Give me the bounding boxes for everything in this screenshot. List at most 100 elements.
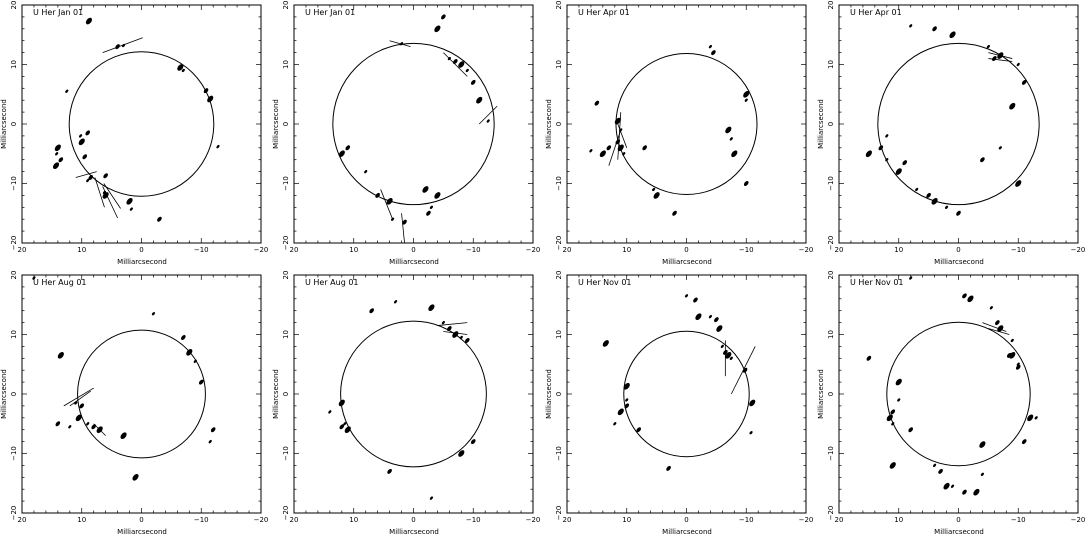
y-tick-label: 10 bbox=[827, 330, 835, 339]
y-tick-label: 10 bbox=[282, 330, 290, 339]
y-tick-label: 10 bbox=[10, 330, 18, 339]
plot-area: 20 20 10 10 0 0 −10 −10 −20 −20 bbox=[282, 1, 541, 254]
maser-spot bbox=[441, 14, 446, 20]
maser-spot bbox=[129, 207, 133, 211]
maser-spot bbox=[865, 150, 872, 158]
x-tick-label: 10 bbox=[349, 516, 358, 524]
maser-spot bbox=[998, 146, 1002, 150]
maser-spot bbox=[950, 484, 955, 488]
x-tick-label: 10 bbox=[77, 516, 86, 524]
maser-spot bbox=[338, 399, 345, 407]
x-axis-label: Milliarcsecond bbox=[389, 258, 439, 266]
y-tick-label: 0 bbox=[827, 122, 835, 126]
y-tick-label: 20 bbox=[10, 1, 18, 10]
maser-spot bbox=[962, 293, 967, 299]
x-tick-label: −20 bbox=[526, 516, 541, 524]
maser-spot bbox=[625, 398, 629, 402]
panel-title: U Her Jan 01 bbox=[305, 8, 356, 17]
maser-spot bbox=[52, 162, 60, 169]
polarization-vector bbox=[988, 58, 1013, 62]
maser-spot bbox=[476, 96, 483, 104]
x-tick-label: 0 bbox=[139, 516, 143, 524]
maser-spot bbox=[1021, 439, 1027, 445]
maser-spot bbox=[422, 186, 429, 193]
maser-spot bbox=[949, 31, 956, 39]
maser-spot bbox=[1021, 79, 1027, 85]
maser-spot bbox=[75, 414, 82, 422]
maser-spot bbox=[684, 294, 689, 298]
maser-spot bbox=[79, 403, 85, 409]
maser-spot bbox=[878, 145, 884, 151]
polarization-vector bbox=[69, 390, 91, 407]
y-axis-label: Milliarcsecond bbox=[0, 369, 8, 419]
x-tick-label: 20 bbox=[835, 246, 844, 254]
plot-frame bbox=[21, 274, 262, 514]
maser-spot bbox=[742, 367, 748, 373]
maser-spot bbox=[1016, 62, 1020, 67]
maser-spot bbox=[909, 24, 913, 28]
maser-spot bbox=[995, 320, 1000, 326]
polarization-vector bbox=[103, 183, 121, 209]
x-axis-label: Milliarcsecond bbox=[662, 258, 712, 266]
x-tick-label: 20 bbox=[563, 246, 572, 254]
maser-spot bbox=[402, 219, 407, 225]
polarization-vector bbox=[982, 322, 1007, 332]
plot-area: 20 20 10 10 0 0 −10 −10 −20 −20 bbox=[10, 1, 269, 254]
maser-spot bbox=[65, 89, 69, 93]
y-tick-label: 10 bbox=[827, 60, 835, 69]
maser-spot bbox=[122, 43, 126, 48]
plot-frame bbox=[293, 4, 534, 244]
polarization-vector bbox=[380, 189, 393, 220]
maser-spot bbox=[720, 344, 724, 349]
x-tick-label: 20 bbox=[18, 246, 27, 254]
maser-spot bbox=[725, 126, 732, 134]
y-tick-label: −20 bbox=[555, 236, 563, 251]
maser-spot bbox=[606, 145, 612, 151]
maser-spot bbox=[103, 173, 108, 179]
maser-spot bbox=[470, 439, 476, 445]
x-tick-label: 0 bbox=[956, 246, 960, 254]
maser-spot bbox=[394, 300, 398, 304]
maser-spot bbox=[886, 414, 893, 422]
maser-spot bbox=[115, 44, 120, 50]
maser-spot bbox=[465, 68, 469, 73]
stellar-ring bbox=[340, 320, 487, 468]
x-tick-label: 10 bbox=[77, 246, 86, 254]
plot-frame bbox=[21, 4, 262, 244]
maser-spot bbox=[344, 426, 351, 434]
maser-spot bbox=[441, 320, 445, 325]
polarization-vector bbox=[478, 105, 498, 125]
maser-spot bbox=[622, 152, 626, 156]
x-tick-label: 0 bbox=[411, 516, 415, 524]
plot-area: 20 20 10 10 0 0 −10 −10 −20 −20 bbox=[555, 1, 814, 254]
stellar-ring bbox=[615, 52, 758, 196]
maser-spot bbox=[885, 158, 889, 162]
stellar-ring bbox=[68, 51, 215, 197]
x-tick-label: 20 bbox=[290, 516, 299, 524]
maser-spot bbox=[672, 210, 677, 216]
maser-spot bbox=[54, 144, 61, 152]
x-tick-label: −20 bbox=[254, 246, 269, 254]
x-tick-label: −10 bbox=[466, 516, 481, 524]
maser-spot bbox=[210, 427, 216, 433]
maser-spot bbox=[623, 382, 630, 390]
y-axis-label: Milliarcsecond bbox=[545, 369, 553, 419]
maser-spot bbox=[198, 379, 204, 385]
maser-spot bbox=[602, 340, 609, 347]
maser-spot bbox=[387, 468, 392, 474]
maser-spot bbox=[642, 145, 647, 151]
x-tick-label: −20 bbox=[526, 246, 541, 254]
y-tick-label: 0 bbox=[555, 122, 563, 126]
maser-spot bbox=[908, 427, 914, 433]
maser-spot bbox=[743, 90, 750, 98]
y-axis-label: Milliarcsecond bbox=[272, 369, 280, 419]
maser-spot bbox=[997, 52, 1004, 59]
maser-spot bbox=[91, 424, 97, 430]
x-tick-label: −20 bbox=[799, 246, 814, 254]
maser-spot bbox=[624, 403, 630, 409]
maser-spot bbox=[980, 472, 984, 476]
maser-spot bbox=[723, 349, 728, 355]
x-tick-label: −10 bbox=[194, 246, 209, 254]
maser-spot bbox=[695, 313, 702, 320]
maser-spot bbox=[68, 425, 72, 429]
